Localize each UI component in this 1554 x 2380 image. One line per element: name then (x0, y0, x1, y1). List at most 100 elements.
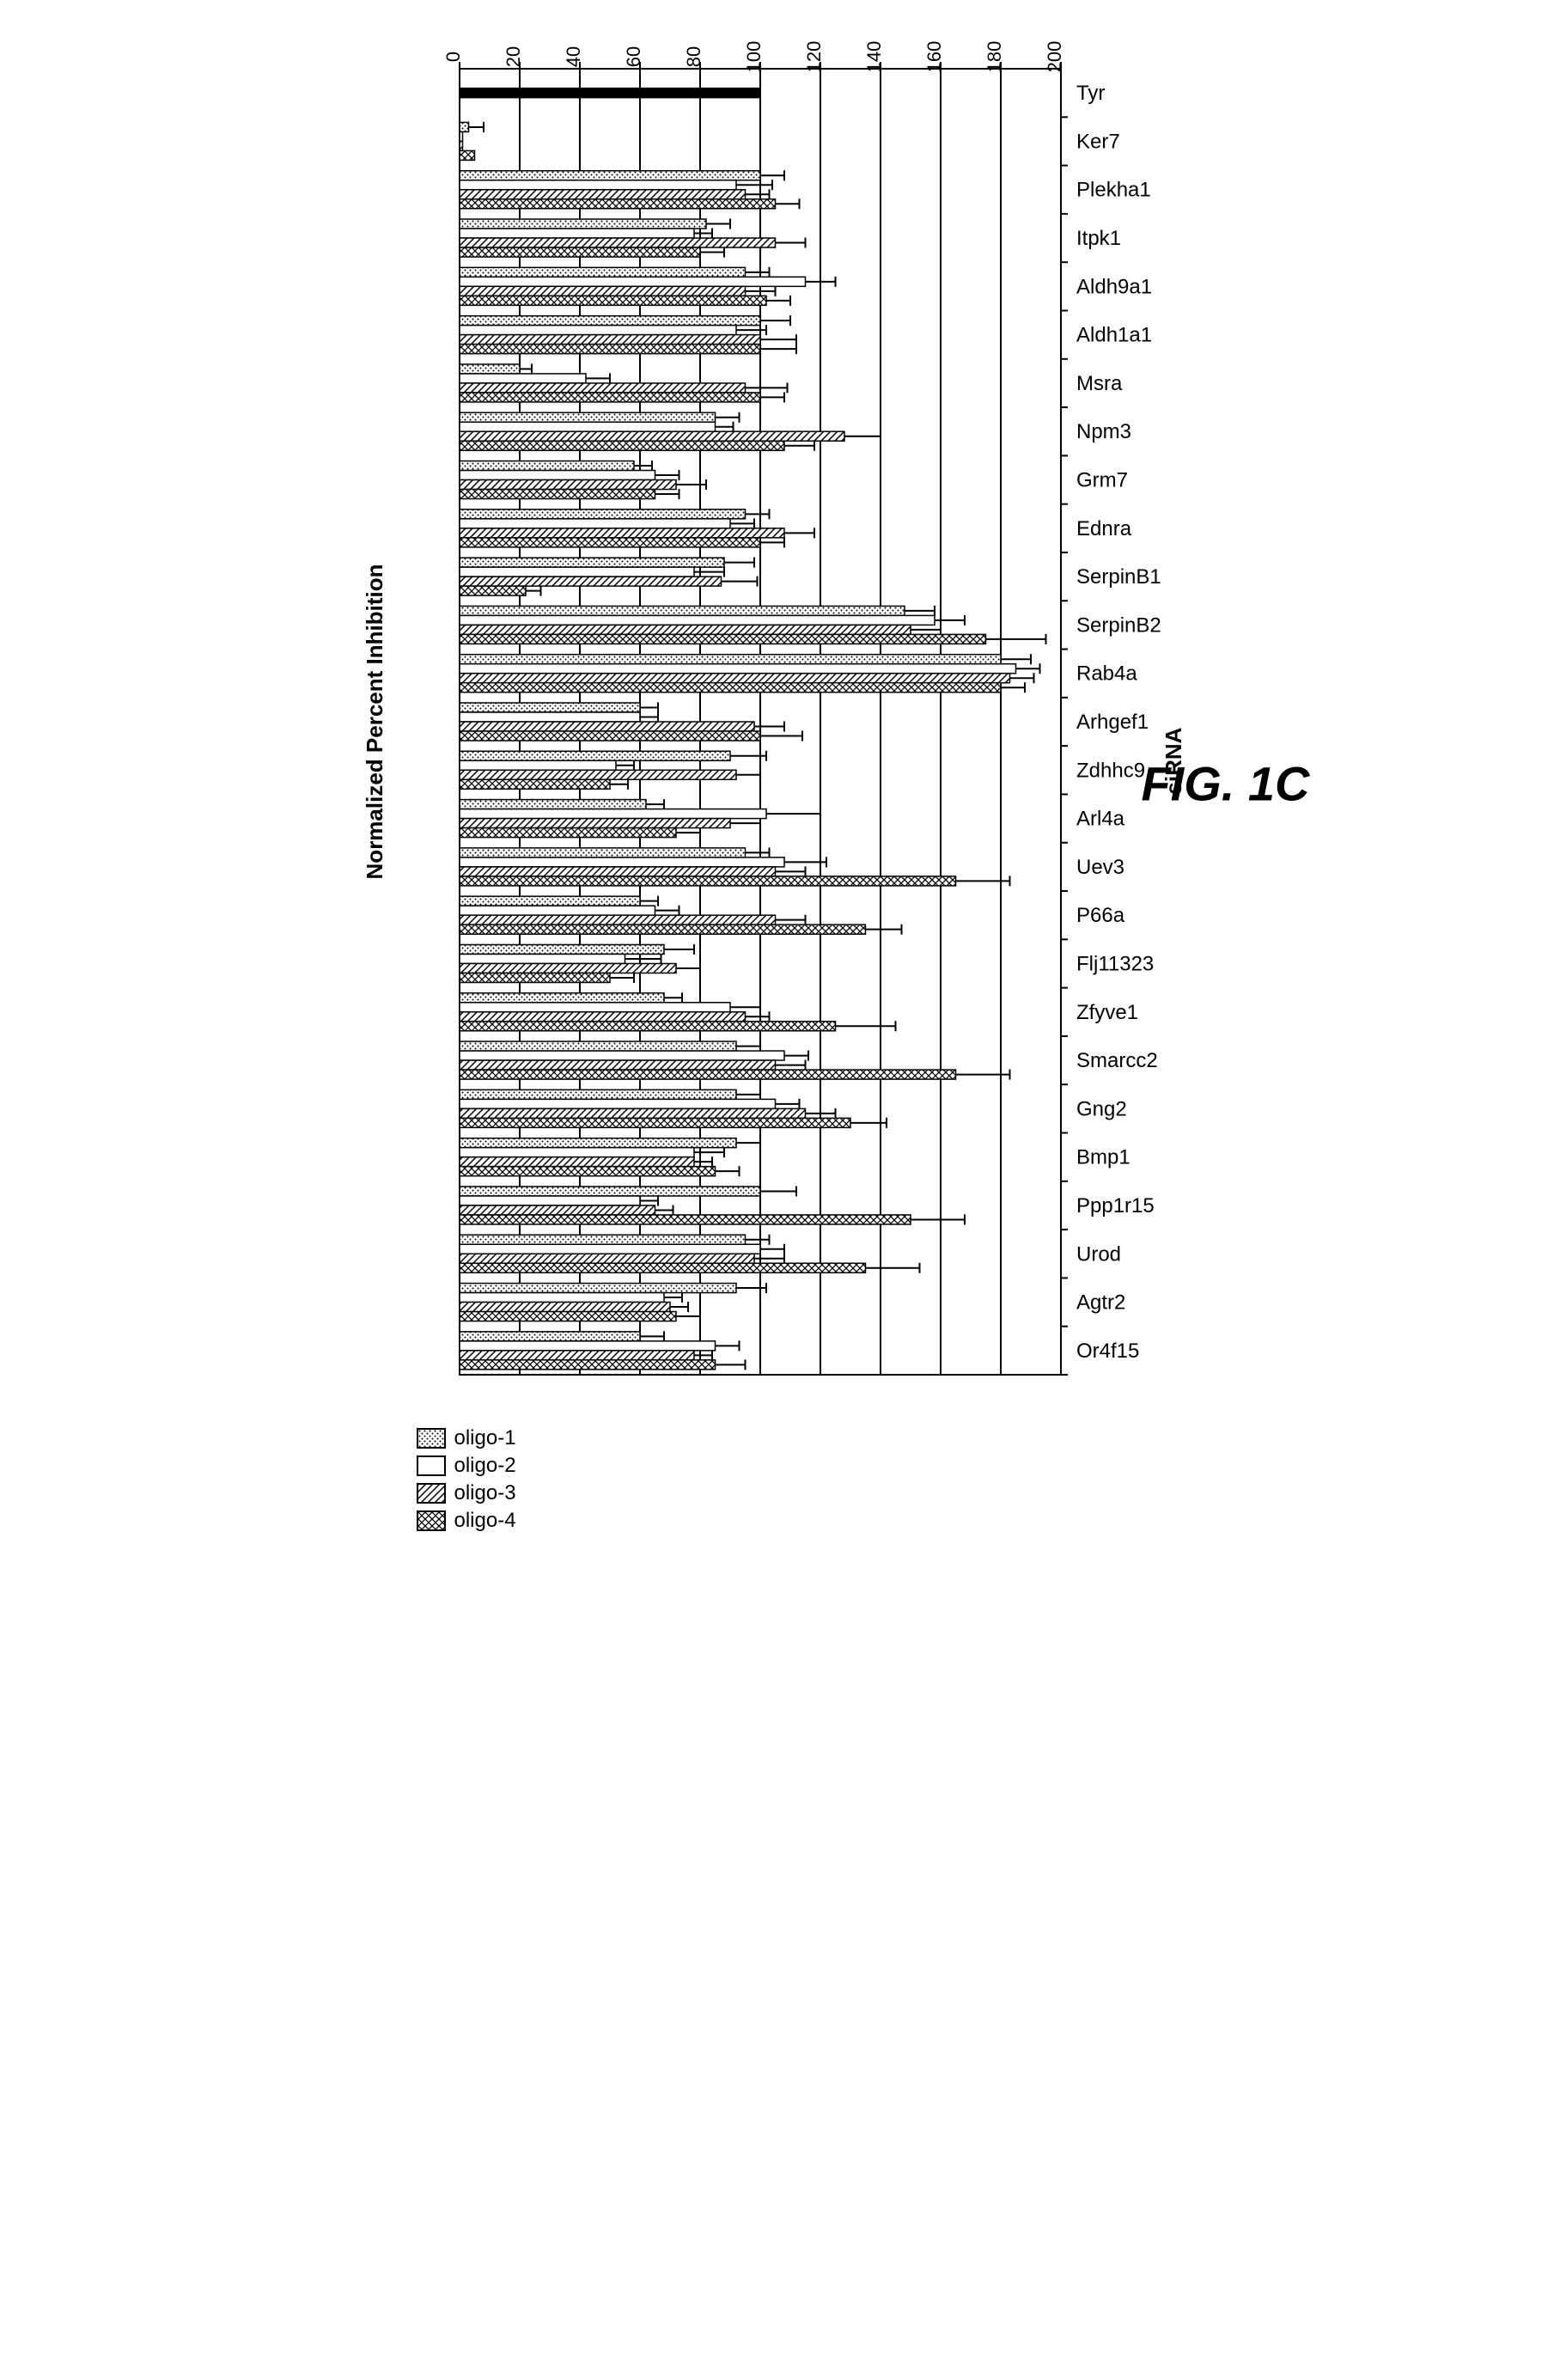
bar (460, 1148, 694, 1157)
bar (460, 286, 746, 296)
bar (460, 1041, 736, 1051)
figure-wrap: 020406080100120140160180200Normalized Pe… (348, 34, 1207, 1533)
svg-text:Gng2: Gng2 (1076, 1097, 1127, 1120)
bar (460, 364, 520, 374)
bar (460, 1312, 676, 1321)
bar (460, 1108, 806, 1118)
bar (460, 1293, 664, 1303)
figure-label: FIG. 1C (1141, 756, 1309, 812)
bar (460, 760, 616, 770)
svg-text:80: 80 (683, 46, 704, 67)
bar (460, 412, 716, 422)
svg-text:SerpinB2: SerpinB2 (1076, 613, 1161, 637)
legend-swatch (417, 1455, 446, 1476)
bar (460, 606, 905, 615)
legend-row: oligo-1 (417, 1426, 1207, 1450)
svg-text:Arhgef1: Arhgef1 (1076, 711, 1149, 734)
bar (460, 731, 760, 741)
bar (460, 180, 736, 190)
legend-swatch (417, 1483, 446, 1504)
bar (460, 1244, 760, 1254)
bar (460, 828, 676, 838)
bar (460, 1205, 655, 1215)
bar (460, 655, 1001, 664)
bar (460, 1157, 694, 1167)
bar (460, 634, 986, 644)
bar (460, 1089, 736, 1099)
bar (460, 906, 655, 915)
bar (460, 1022, 836, 1031)
svg-text:Arl4a: Arl4a (1076, 808, 1125, 831)
bar (460, 229, 694, 238)
bar (460, 1235, 746, 1244)
bar (460, 131, 463, 141)
bar (460, 1284, 736, 1293)
bar (460, 944, 664, 954)
bar (460, 1012, 746, 1022)
svg-text:120: 120 (803, 41, 825, 73)
bar (460, 1060, 776, 1070)
bar (460, 1003, 730, 1012)
svg-text:Grm7: Grm7 (1076, 469, 1128, 492)
svg-text:Ppp1r15: Ppp1r15 (1076, 1194, 1155, 1217)
bar (460, 122, 469, 131)
bar (460, 770, 736, 779)
chart-container: 020406080100120140160180200Normalized Pe… (348, 34, 1207, 1409)
svg-text:Zfyve1: Zfyve1 (1076, 1001, 1138, 1024)
bar (460, 422, 716, 431)
bar (460, 199, 776, 209)
bar (460, 296, 766, 305)
svg-text:Uev3: Uev3 (1076, 856, 1124, 879)
bar (460, 1051, 784, 1060)
bar (460, 848, 746, 857)
bar (460, 267, 746, 277)
bar (460, 819, 730, 828)
bar (460, 1187, 760, 1196)
bar (460, 326, 736, 335)
svg-text:Plekha1: Plekha1 (1076, 179, 1151, 202)
bar (460, 345, 760, 354)
bar (460, 1070, 956, 1079)
bar (460, 925, 866, 934)
svg-text:100: 100 (743, 41, 765, 73)
legend-row: oligo-4 (417, 1509, 1207, 1533)
bar (460, 876, 956, 886)
bar (460, 915, 776, 925)
bar (460, 141, 463, 150)
bar (460, 751, 730, 760)
legend-row: oligo-3 (417, 1481, 1207, 1505)
svg-text:Agtr2: Agtr2 (1076, 1291, 1125, 1315)
bar (460, 558, 724, 567)
bar (460, 374, 586, 383)
legend-label: oligo-1 (454, 1426, 516, 1450)
bar (460, 674, 1010, 683)
svg-text:Urod: Urod (1076, 1242, 1121, 1266)
svg-text:Ker7: Ker7 (1076, 130, 1120, 153)
bar (460, 528, 784, 538)
svg-text:Tyr: Tyr (1076, 82, 1105, 105)
bar (460, 519, 730, 528)
svg-text:Itpk1: Itpk1 (1076, 227, 1121, 250)
bar (460, 1341, 716, 1351)
bar (460, 615, 935, 625)
svg-text:200: 200 (1044, 41, 1065, 73)
svg-text:40: 40 (563, 46, 584, 67)
bar (460, 993, 664, 1003)
bar (460, 896, 640, 906)
bar (460, 577, 722, 586)
bar (460, 316, 760, 326)
bar (460, 171, 760, 180)
svg-text:Aldh9a1: Aldh9a1 (1076, 275, 1152, 298)
bar (460, 973, 610, 982)
bar (460, 538, 760, 547)
bar (460, 1360, 716, 1370)
svg-text:P66a: P66a (1076, 904, 1125, 927)
legend: oligo-1oligo-2oligo-3oligo-4 (417, 1426, 1207, 1533)
bar (460, 586, 526, 595)
svg-text:60: 60 (623, 46, 644, 67)
bar (460, 1263, 866, 1272)
bar (460, 1332, 640, 1341)
bar (460, 567, 694, 577)
bar (460, 490, 655, 499)
bar (460, 441, 784, 450)
